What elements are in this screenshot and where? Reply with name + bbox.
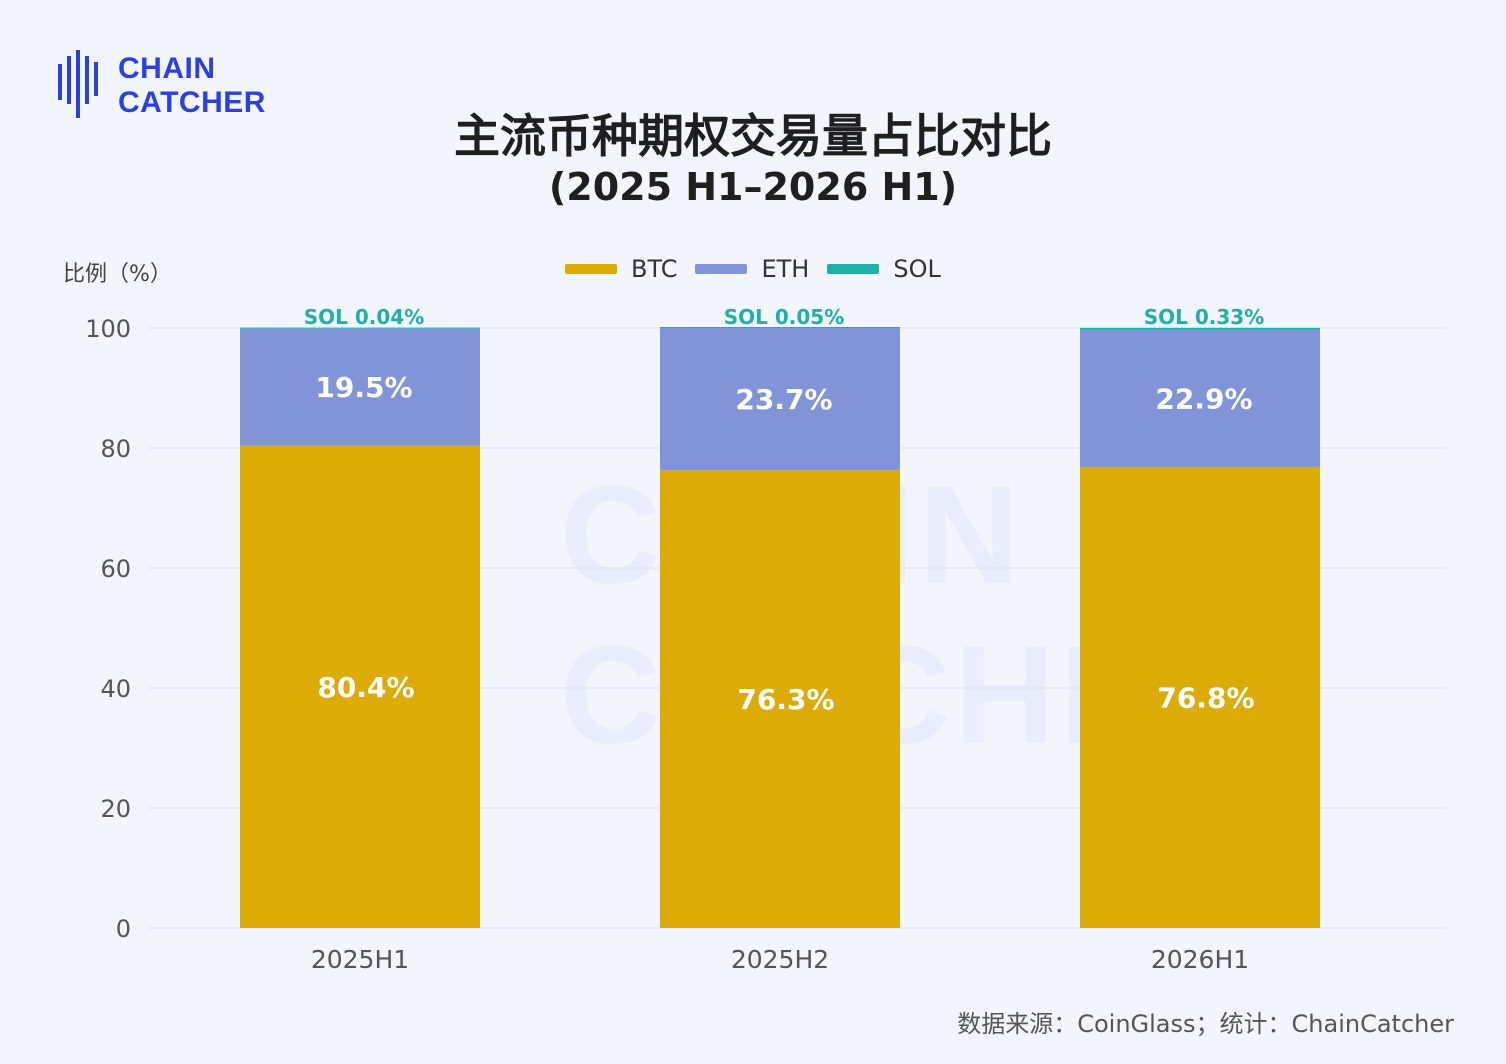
- legend-swatch-eth: [695, 264, 748, 274]
- chart-subtitle: (2025 H1–2026 H1): [548, 165, 958, 209]
- bar-sol-2026H1: [1080, 327, 1320, 330]
- legend-swatch-sol: [827, 264, 880, 274]
- legend-swatch-btc: [565, 264, 617, 274]
- bar-btc-2025H1: [240, 445, 480, 928]
- y-tick-label-80: 80: [100, 435, 131, 463]
- x-tick-label-2025H1: 2025H1: [311, 945, 409, 974]
- data-label-eth-2025H2: 23.7%: [735, 383, 832, 416]
- chart-title: 主流币种期权交易量占比对比: [454, 109, 1052, 163]
- data-label-eth-2026H1: 22.9%: [1155, 383, 1252, 416]
- logo-line-1: CHAIN: [118, 52, 216, 85]
- legend-item-btc: BTC: [565, 255, 677, 283]
- data-label-btc-2025H1: 80.4%: [317, 671, 414, 704]
- y-tick-label-0: 0: [116, 915, 131, 943]
- bar-eth-2026H1: [1080, 329, 1320, 468]
- data-label-btc-2025H2: 76.3%: [737, 683, 834, 716]
- data-label-sol-2026H1: SOL 0.33%: [1144, 305, 1265, 329]
- bar-sol-2025H1: [240, 327, 480, 329]
- x-tick-label-2025H2: 2025H2: [731, 945, 829, 974]
- data-source-note: 数据来源：CoinGlass；统计：ChainCatcher: [957, 1010, 1454, 1038]
- logo-wordmark: CHAIN CATCHER: [118, 52, 266, 120]
- brand-logo: CHAIN CATCHER: [56, 48, 286, 124]
- chart-legend: BTC ETH SOL: [565, 254, 959, 284]
- legend-label-sol: SOL: [893, 255, 941, 283]
- bar-btc-2026H1: [1080, 467, 1320, 928]
- y-tick-label-40: 40: [100, 675, 131, 703]
- legend-label-btc: BTC: [631, 255, 678, 283]
- y-tick-label-100: 100: [85, 315, 131, 343]
- bar-eth-2025H2: [660, 328, 900, 471]
- y-tick-label-60: 60: [100, 555, 131, 583]
- bar-sol-2025H2: [660, 327, 900, 328]
- bar-btc-2025H2: [660, 470, 900, 928]
- data-label-btc-2026H1: 76.8%: [1157, 682, 1254, 715]
- logo-line-2: CATCHER: [118, 86, 266, 119]
- data-label-sol-2025H1: SOL 0.04%: [304, 305, 425, 329]
- legend-item-eth: ETH: [695, 255, 809, 283]
- y-axis-label: 比例（%）: [63, 262, 172, 287]
- bar-eth-2025H1: [240, 328, 480, 446]
- x-tick-label-2026H1: 2026H1: [1151, 945, 1249, 974]
- legend-label-eth: ETH: [761, 255, 810, 283]
- y-tick-label-20: 20: [100, 795, 131, 823]
- legend-item-sol: SOL: [827, 255, 941, 283]
- data-label-eth-2025H1: 19.5%: [315, 371, 412, 404]
- data-label-sol-2025H2: SOL 0.05%: [724, 305, 845, 329]
- chaincatcher-logo-icon: [58, 50, 98, 118]
